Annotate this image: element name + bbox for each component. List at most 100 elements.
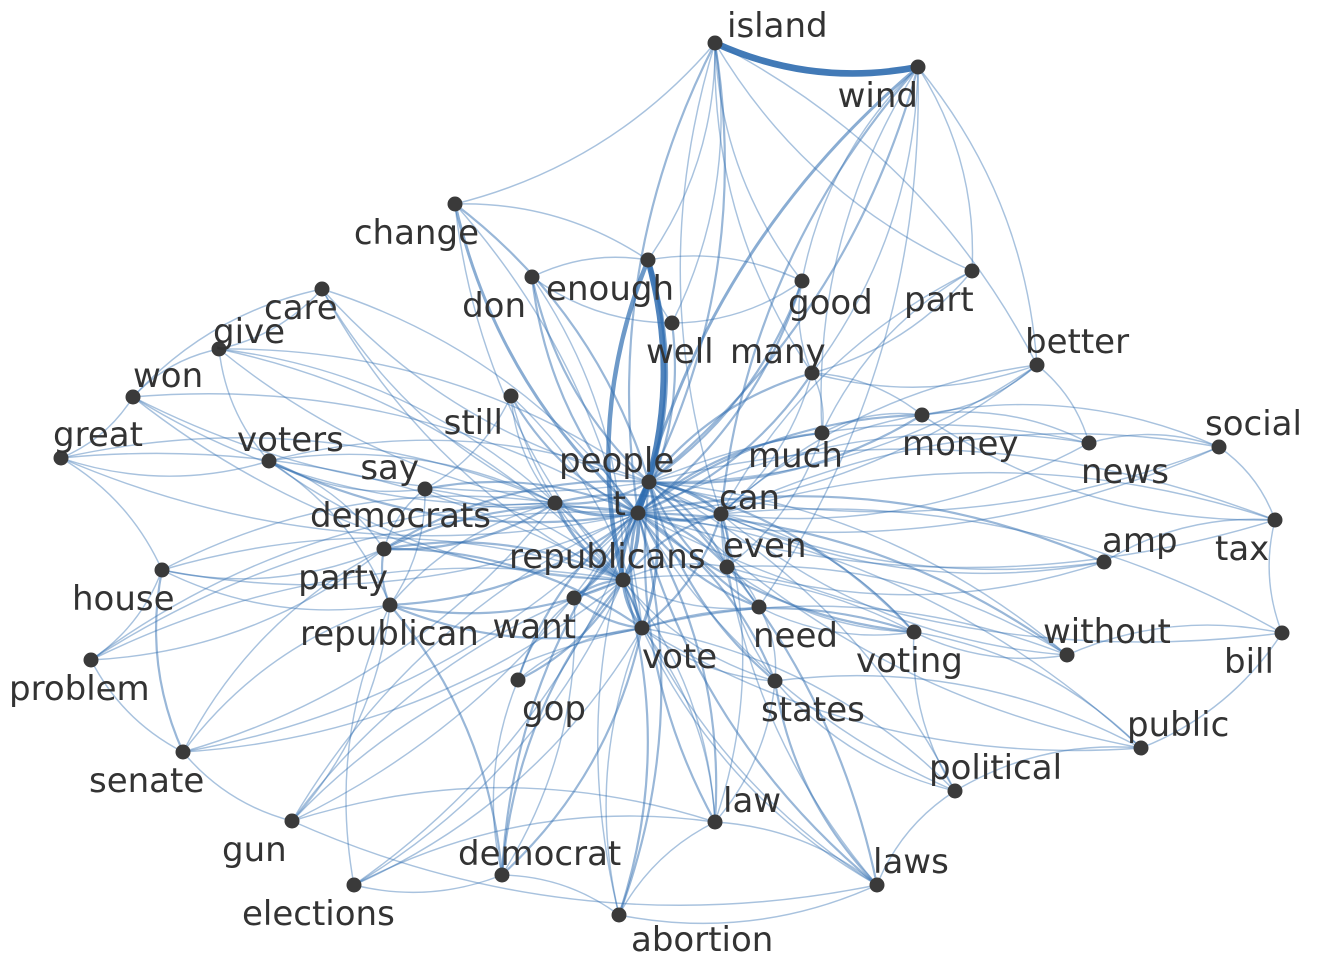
edge-elections-democrat xyxy=(353,874,503,894)
edge-people-voters xyxy=(268,439,650,483)
edge-republicans-elections xyxy=(353,579,624,886)
edge-wind-t xyxy=(636,65,920,515)
edge-part-can xyxy=(720,270,973,515)
node-label-democrats: democrats xyxy=(310,496,491,536)
node-label-need: need xyxy=(753,616,838,656)
edge-voting-public xyxy=(913,631,1142,749)
node-need xyxy=(751,599,767,615)
edge-abortion-democrat xyxy=(501,874,620,916)
node-label-people: people xyxy=(559,441,674,481)
edge-island-better xyxy=(714,42,1038,366)
edge-t-can xyxy=(636,511,723,522)
edge-abortion-laws xyxy=(618,884,878,925)
edge-public-political xyxy=(954,746,1142,792)
edge-social-tax xyxy=(1218,446,1276,521)
node-label-democrat: democrat xyxy=(458,834,621,874)
edge-t-say xyxy=(423,480,640,515)
node-problem xyxy=(83,652,99,668)
edge-people-can xyxy=(647,480,723,516)
edge-people-law xyxy=(643,480,717,824)
node-say xyxy=(417,481,433,497)
node-great xyxy=(53,450,69,466)
edge-can-states xyxy=(720,513,776,682)
edge-t-public xyxy=(637,512,1142,749)
edge-elections-law xyxy=(353,815,716,886)
edge-t-great xyxy=(60,457,639,537)
edge-people-even xyxy=(647,480,729,569)
node-democrats xyxy=(547,495,563,511)
edge-people-vote xyxy=(640,480,659,630)
node-label-still: still xyxy=(444,403,503,443)
node-label-gop: gop xyxy=(522,689,586,729)
edge-good-many xyxy=(798,280,813,374)
edge-even-amp xyxy=(726,561,1105,596)
node-laws xyxy=(869,877,885,893)
edge-democrats-senate xyxy=(182,502,556,753)
node-label-abortion: abortion xyxy=(631,920,773,960)
node-public xyxy=(1133,740,1149,756)
edge-still-vote xyxy=(510,395,643,629)
node-label-without: without xyxy=(1043,612,1171,652)
node-label-vote: vote xyxy=(642,637,717,677)
edge-t-democrat xyxy=(500,511,640,877)
edge-republicans-give xyxy=(218,348,624,581)
edge-island-good xyxy=(714,42,803,282)
node-label-t: t xyxy=(613,484,626,524)
edge-republicans-abortion xyxy=(617,578,649,917)
node-label-laws: laws xyxy=(873,842,949,882)
edge-can-amp xyxy=(720,513,1105,575)
edge-news-social xyxy=(1088,433,1220,448)
edge-republicans-party xyxy=(382,541,625,582)
edge-t-gop xyxy=(516,511,640,682)
node-label-bill: bill xyxy=(1224,642,1274,682)
edge-news-better xyxy=(1036,364,1090,444)
edge-much-money xyxy=(821,412,923,434)
edge-republicans-need xyxy=(622,579,760,610)
edge-money-better xyxy=(921,364,1038,416)
edge-t-abortion xyxy=(617,511,663,917)
edge-t-voting xyxy=(636,511,916,634)
edge-even-without xyxy=(726,565,1068,656)
node-label-even: even xyxy=(723,526,807,566)
edge-give-voters xyxy=(218,348,270,462)
edge-change-enough xyxy=(454,203,649,261)
edge-laws-political xyxy=(876,790,956,886)
node-label-law: law xyxy=(723,781,781,821)
node-want xyxy=(566,590,582,606)
edge-without-bill xyxy=(1066,624,1283,656)
edge-t-still xyxy=(509,394,640,515)
edge-party-senate xyxy=(182,548,385,753)
edge-t-senate xyxy=(182,512,639,753)
node-gun xyxy=(284,813,300,829)
node-label-house: house xyxy=(72,579,175,619)
node-bill xyxy=(1274,625,1290,641)
edge-island-t xyxy=(627,41,717,515)
edge-house-problem xyxy=(90,569,163,661)
edge-vote-without xyxy=(641,605,1068,656)
edge-island-many xyxy=(714,42,813,374)
edge-even-voting xyxy=(726,566,915,633)
node-label-amp: amp xyxy=(1102,521,1178,561)
node-party xyxy=(376,541,392,557)
node-label-great: great xyxy=(53,415,143,455)
edge-don-enough xyxy=(531,256,649,278)
edge-care-won xyxy=(132,288,323,398)
edge-vote-elections xyxy=(353,627,643,886)
node-republican xyxy=(382,597,398,613)
edge-t-won xyxy=(132,393,639,514)
edge-people-party xyxy=(382,479,651,551)
edge-democrats-republican xyxy=(389,502,556,606)
node-label-better: better xyxy=(1025,322,1129,362)
node-still xyxy=(503,388,519,404)
edge-t-gun xyxy=(291,512,639,822)
edge-t-want xyxy=(572,511,640,600)
node-label-give: give xyxy=(213,312,285,352)
edge-people-gun xyxy=(291,481,650,822)
edge-vote-democrat xyxy=(500,626,644,877)
edge-republicans-republican xyxy=(388,578,625,615)
node-voters xyxy=(261,453,277,469)
node-wind xyxy=(910,59,926,75)
node-label-senate: senate xyxy=(89,761,204,801)
